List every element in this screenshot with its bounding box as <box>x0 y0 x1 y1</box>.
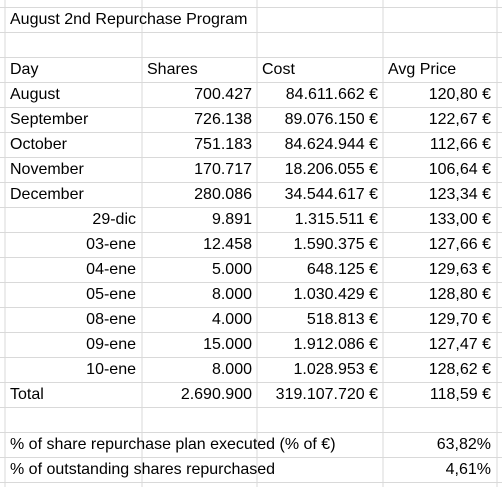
column-header: Avg Price <box>388 61 456 78</box>
row-label: 08-ene <box>86 311 136 328</box>
row-label: 29-dic <box>92 211 136 228</box>
cell: 128,80 € <box>429 286 491 303</box>
cell: 8.000 <box>212 286 252 303</box>
column-header: Cost <box>262 61 295 78</box>
cell: 5.000 <box>212 261 252 278</box>
summary-label: % of share repurchase plan executed (% o… <box>10 436 336 453</box>
cell: 112,66 € <box>430 136 491 153</box>
cell: 123,34 € <box>429 186 491 203</box>
cell: 127,66 € <box>429 236 491 253</box>
row-label: 03-ene <box>86 236 136 253</box>
row-label: September <box>10 111 89 128</box>
cell: 133,00 € <box>429 211 491 228</box>
cell: 518.813 € <box>307 311 378 328</box>
cell: 84.611.662 € <box>286 86 378 103</box>
cell: 1.030.429 € <box>293 286 378 303</box>
cell: 726.138 <box>194 111 252 128</box>
row-label: October <box>10 136 68 153</box>
cell: 129,70 € <box>429 311 491 328</box>
row-label: November <box>10 161 84 178</box>
column-header: Shares <box>147 61 198 78</box>
cell: 12.458 <box>203 236 252 253</box>
cell: 89.076.150 € <box>285 111 379 128</box>
cell: 34.544.617 € <box>285 186 379 203</box>
cell: 9.891 <box>212 211 252 228</box>
cell: 118,59 € <box>430 386 491 403</box>
summary-label: % of outstanding shares repurchased <box>10 461 275 478</box>
cell: 8.000 <box>212 361 252 378</box>
cell: 4.000 <box>212 311 252 328</box>
cell: 120,80 € <box>429 86 491 103</box>
column-header: Day <box>10 61 38 78</box>
cell: 106,64 € <box>429 161 491 178</box>
row-label: December <box>10 186 84 203</box>
cell: 170.717 <box>194 161 252 178</box>
cell: 648.125 € <box>307 261 378 278</box>
cell: 319.107.720 € <box>276 386 378 403</box>
cell: 84.624.944 € <box>285 136 379 153</box>
cell: 1.590.375 € <box>293 236 378 253</box>
row-label: 05-ene <box>86 286 136 303</box>
sheet-title: August 2nd Repurchase Program <box>10 11 247 28</box>
cell: 280.086 <box>194 186 252 203</box>
cell: 700.427 <box>194 86 252 103</box>
cell: 15.000 <box>203 336 252 353</box>
row-label: 09-ene <box>86 336 136 353</box>
cell: 129,63 € <box>429 261 491 278</box>
cell: 1.912.086 € <box>293 336 378 353</box>
row-label: Total <box>10 386 44 403</box>
row-label: 04-ene <box>86 261 136 278</box>
cell: 122,67 € <box>429 111 491 128</box>
row-label: 10-ene <box>86 361 136 378</box>
cell: 2.690.900 <box>181 386 252 403</box>
cell: 18.206.055 € <box>285 161 379 178</box>
cell: 127,47 € <box>429 336 491 353</box>
summary-value: 4,61% <box>446 461 491 478</box>
cell: 1.028.953 € <box>293 361 378 378</box>
summary-value: 63,82% <box>437 436 491 453</box>
cell: 1.315.511 € <box>295 211 378 228</box>
cell: 751.183 <box>194 136 252 153</box>
row-label: August <box>10 86 60 103</box>
cell: 128,62 € <box>429 361 491 378</box>
